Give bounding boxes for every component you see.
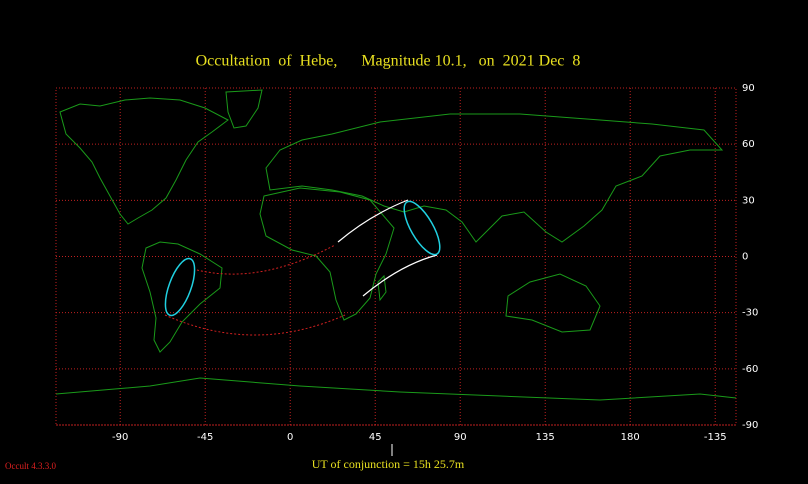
occultation-path — [164, 199, 441, 336]
x-tick-label: 90 — [454, 432, 467, 443]
software-version: Occult 4.3.3.0 — [5, 461, 56, 471]
grid — [56, 87, 736, 426]
map-frame — [55, 87, 737, 426]
y-tick-label: -30 — [742, 308, 758, 319]
y-tick-label: 90 — [742, 83, 755, 94]
antarctica — [55, 377, 737, 401]
y-tick-label: -60 — [742, 364, 758, 375]
y-tick-label: 0 — [742, 252, 748, 263]
greenland — [225, 89, 263, 129]
shadow-ellipse-west — [164, 257, 196, 317]
shadow-ellipse-east — [403, 200, 441, 256]
path-north — [337, 199, 409, 243]
y-tick-label: 30 — [742, 195, 755, 206]
x-tick-label: 135 — [536, 432, 555, 443]
south-america — [141, 241, 223, 353]
x-tick-label: -45 — [197, 432, 213, 443]
australia — [505, 273, 601, 333]
x-tick-label: -90 — [112, 432, 128, 443]
y-tick-label: -90 — [742, 420, 758, 431]
north-america — [59, 97, 229, 225]
x-tick-label: 45 — [369, 432, 382, 443]
path-limit-north — [196, 244, 336, 275]
africa — [259, 187, 395, 321]
path-south — [362, 254, 438, 297]
x-tick-label: -135 — [704, 432, 727, 443]
path-limit-south — [164, 314, 346, 336]
x-tick-label: 0 — [287, 432, 293, 443]
coastlines — [55, 89, 737, 401]
conjunction-label: UT of conjunction = 15h 25.7m — [312, 457, 465, 471]
eurasia — [265, 113, 724, 243]
x-tick-label: 180 — [621, 432, 640, 443]
y-tick-label: 60 — [742, 139, 755, 150]
madagascar — [377, 274, 387, 302]
map-title: Occultation of Hebe, Magnitude 10.1, on … — [196, 53, 581, 70]
